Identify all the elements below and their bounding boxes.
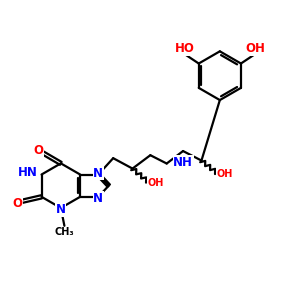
Text: HO: HO <box>175 42 195 55</box>
Text: OH: OH <box>217 169 233 179</box>
Text: N: N <box>93 192 103 205</box>
Text: O: O <box>34 143 44 157</box>
Text: OH: OH <box>148 178 164 188</box>
Text: N: N <box>93 167 103 179</box>
Text: HN: HN <box>18 166 38 178</box>
Text: OH: OH <box>245 42 265 55</box>
Text: NH: NH <box>173 155 193 169</box>
Text: O: O <box>13 197 23 210</box>
Text: CH₃: CH₃ <box>55 227 74 237</box>
Text: N: N <box>56 203 66 216</box>
